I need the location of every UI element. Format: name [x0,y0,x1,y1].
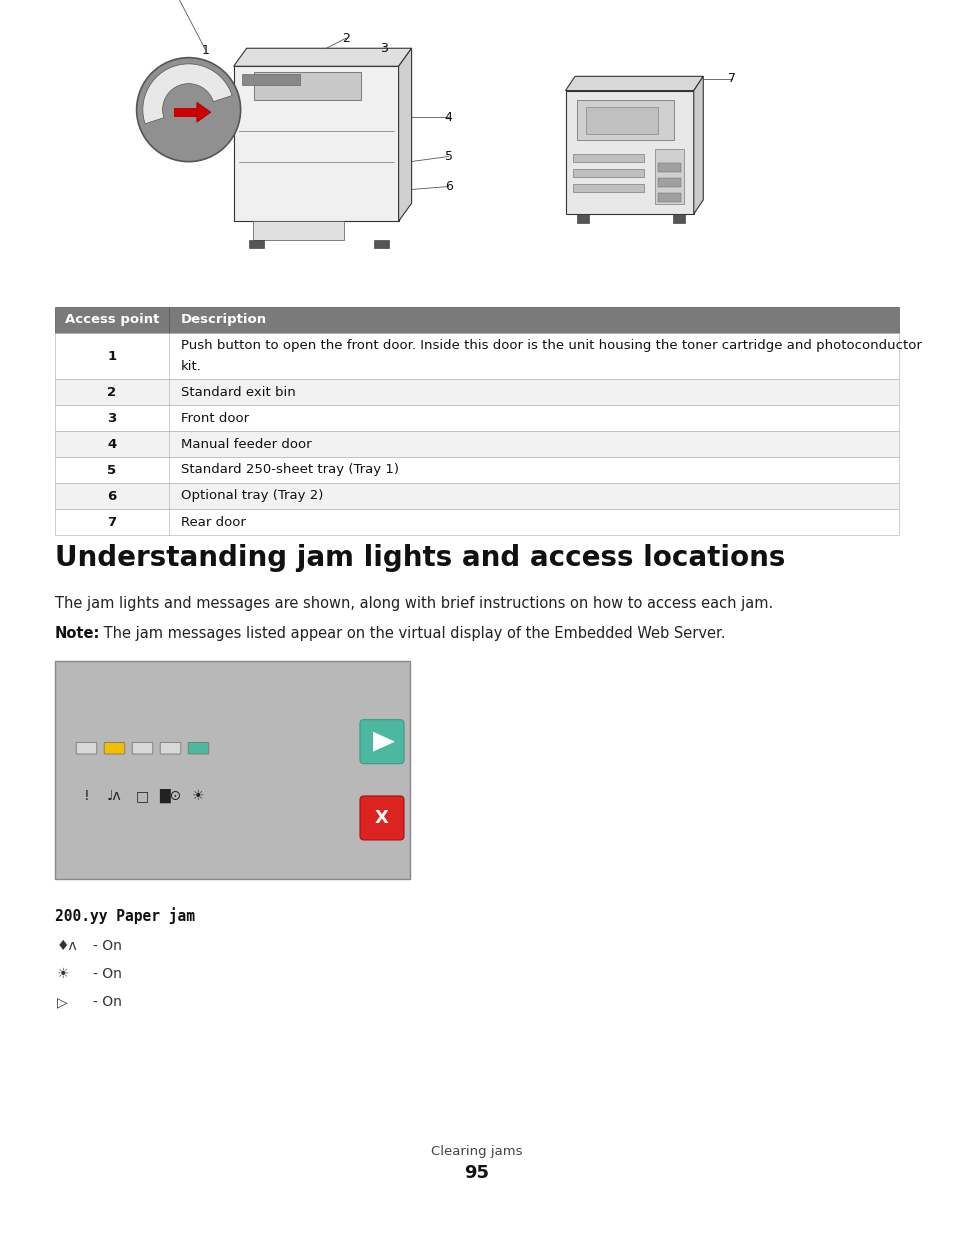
Bar [573,154,643,162]
Text: Front door: Front door [181,411,249,425]
FancyBboxPatch shape [104,742,125,755]
Text: 2: 2 [108,385,116,399]
Text: ♦ʌ: ♦ʌ [57,939,77,953]
Bar [374,240,388,248]
Bar [55,333,898,379]
Text: 6: 6 [108,489,116,503]
Text: !: ! [84,789,90,803]
Text: 7: 7 [727,72,735,85]
Bar [658,193,680,201]
Text: 5: 5 [444,149,452,163]
Polygon shape [373,731,395,752]
Text: Clearing jams: Clearing jams [431,1145,522,1158]
Text: Optional tray (Tray 2): Optional tray (Tray 2) [181,489,323,503]
Bar [173,107,198,116]
Text: 7: 7 [108,515,116,529]
Text: ☀: ☀ [193,789,205,803]
Polygon shape [693,77,702,214]
Text: Note:: Note: [55,626,100,641]
Text: Understanding jam lights and access locations: Understanding jam lights and access loca… [55,543,784,572]
Text: 2: 2 [342,32,350,44]
FancyBboxPatch shape [160,742,181,755]
Bar [573,184,643,191]
Bar [55,509,898,535]
Text: Rear door: Rear door [181,515,246,529]
Text: Standard 250-sheet tray (Tray 1): Standard 250-sheet tray (Tray 1) [181,463,398,477]
Text: Manual feeder door: Manual feeder door [181,437,312,451]
FancyBboxPatch shape [359,720,403,763]
Text: █⊙: █⊙ [159,789,181,803]
Polygon shape [565,77,702,90]
Text: Standard exit bin: Standard exit bin [181,385,295,399]
Text: ♩ʌ: ♩ʌ [107,789,122,803]
Polygon shape [565,90,693,214]
Bar [655,148,682,204]
Polygon shape [398,48,411,221]
Text: 4: 4 [444,111,452,124]
Text: ▷: ▷ [57,995,68,1009]
Text: 3: 3 [380,42,388,54]
Text: Push button to open the front door. Inside this door is the unit housing the ton: Push button to open the front door. Insi… [181,340,921,352]
Polygon shape [233,67,398,221]
Text: 1: 1 [201,43,210,57]
Text: The jam lights and messages are shown, along with brief instructions on how to a: The jam lights and messages are shown, a… [55,597,773,611]
Bar [55,379,898,405]
Text: - On: - On [92,995,122,1009]
Text: 200.yy Paper jam: 200.yy Paper jam [55,906,194,924]
Circle shape [136,58,240,162]
Bar [55,483,898,509]
Bar [55,661,410,879]
Bar [253,221,344,240]
Text: □: □ [135,789,149,803]
Text: 1: 1 [108,350,116,363]
Text: Access point: Access point [65,314,159,326]
Bar [249,240,263,248]
Polygon shape [143,64,232,124]
FancyBboxPatch shape [359,797,403,840]
Bar [242,74,299,85]
Text: Description: Description [181,314,267,326]
Bar [253,73,360,100]
Text: 4: 4 [108,437,116,451]
Text: X: X [375,809,389,827]
FancyBboxPatch shape [132,742,152,755]
Text: 95: 95 [464,1165,489,1182]
Bar [577,214,589,222]
Bar [55,405,898,431]
Bar [577,100,674,140]
Bar [658,163,680,172]
Text: ☀: ☀ [57,967,70,981]
Text: 6: 6 [444,180,452,193]
Text: 5: 5 [108,463,116,477]
Text: kit.: kit. [181,359,202,373]
Bar [55,431,898,457]
FancyBboxPatch shape [188,742,209,755]
Bar [672,214,684,222]
Bar [55,308,898,333]
Polygon shape [196,103,211,122]
Bar [573,169,643,177]
Text: The jam messages listed appear on the virtual display of the Embedded Web Server: The jam messages listed appear on the vi… [99,626,724,641]
Bar [55,457,898,483]
Text: - On: - On [92,939,122,953]
Text: - On: - On [92,967,122,981]
Bar [658,178,680,186]
Text: 3: 3 [108,411,116,425]
Bar [586,106,658,133]
Polygon shape [233,48,411,67]
FancyBboxPatch shape [76,742,96,755]
